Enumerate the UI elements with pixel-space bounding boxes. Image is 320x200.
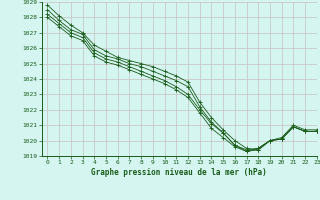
X-axis label: Graphe pression niveau de la mer (hPa): Graphe pression niveau de la mer (hPa) bbox=[91, 168, 267, 177]
